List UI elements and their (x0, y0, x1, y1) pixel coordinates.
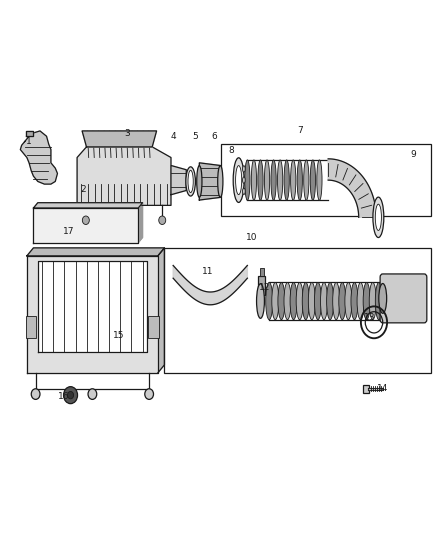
Ellipse shape (297, 160, 302, 200)
Circle shape (145, 389, 153, 399)
Text: 7: 7 (297, 126, 303, 135)
Text: 8: 8 (228, 146, 234, 155)
Polygon shape (158, 248, 164, 373)
Ellipse shape (290, 282, 297, 320)
Ellipse shape (369, 282, 376, 320)
Ellipse shape (243, 188, 245, 195)
Ellipse shape (351, 282, 358, 320)
Text: 3: 3 (124, 129, 130, 138)
Ellipse shape (296, 282, 303, 320)
Ellipse shape (186, 167, 195, 196)
Bar (26, 317, 36, 338)
Ellipse shape (308, 282, 315, 320)
Text: 9: 9 (410, 150, 416, 159)
Ellipse shape (321, 282, 328, 320)
Circle shape (82, 216, 89, 224)
Ellipse shape (317, 160, 322, 200)
Ellipse shape (265, 160, 270, 200)
Text: 5: 5 (192, 132, 198, 141)
Text: 1: 1 (26, 137, 32, 146)
Ellipse shape (302, 282, 309, 320)
Polygon shape (27, 256, 158, 373)
Polygon shape (38, 261, 147, 352)
Polygon shape (171, 165, 186, 195)
Ellipse shape (257, 284, 265, 318)
Ellipse shape (233, 158, 244, 203)
Bar (221, 144, 431, 216)
Ellipse shape (284, 160, 289, 200)
Circle shape (159, 216, 166, 224)
Circle shape (31, 389, 40, 399)
Bar (363, 384, 369, 393)
Polygon shape (199, 163, 220, 200)
Polygon shape (138, 203, 143, 243)
Polygon shape (33, 208, 138, 243)
Text: 10: 10 (246, 233, 258, 242)
Polygon shape (328, 159, 376, 217)
Ellipse shape (272, 282, 279, 320)
Ellipse shape (243, 177, 245, 183)
Ellipse shape (373, 197, 384, 238)
Circle shape (67, 391, 74, 399)
Ellipse shape (278, 160, 283, 200)
Ellipse shape (218, 166, 223, 197)
Bar (258, 276, 265, 295)
Ellipse shape (304, 160, 309, 200)
Polygon shape (27, 248, 164, 256)
Ellipse shape (375, 204, 381, 230)
Text: 6: 6 (212, 132, 218, 141)
Ellipse shape (333, 282, 340, 320)
Polygon shape (82, 131, 156, 147)
Circle shape (88, 389, 97, 399)
Bar (260, 268, 264, 276)
Text: 13: 13 (364, 312, 375, 321)
Ellipse shape (188, 170, 193, 192)
Ellipse shape (379, 284, 387, 313)
Text: 14: 14 (377, 384, 389, 393)
Text: 17: 17 (63, 228, 74, 237)
Ellipse shape (310, 160, 315, 200)
Ellipse shape (339, 282, 346, 320)
Polygon shape (20, 131, 57, 184)
Text: 2: 2 (81, 185, 86, 194)
Ellipse shape (266, 282, 273, 320)
Ellipse shape (327, 282, 334, 320)
Ellipse shape (197, 166, 202, 197)
Text: 4: 4 (170, 132, 176, 141)
Polygon shape (77, 147, 171, 205)
Bar (164, 248, 431, 373)
Polygon shape (26, 131, 33, 136)
FancyBboxPatch shape (380, 274, 427, 323)
Bar (148, 317, 159, 338)
Ellipse shape (251, 160, 257, 200)
Polygon shape (173, 265, 247, 305)
Ellipse shape (245, 160, 250, 200)
Ellipse shape (314, 282, 321, 320)
Ellipse shape (375, 282, 382, 320)
Ellipse shape (271, 160, 276, 200)
Ellipse shape (345, 282, 352, 320)
Ellipse shape (278, 282, 285, 320)
Ellipse shape (290, 160, 296, 200)
Text: 16: 16 (58, 392, 70, 401)
Ellipse shape (381, 282, 389, 320)
Polygon shape (33, 203, 143, 208)
Ellipse shape (357, 282, 364, 320)
Ellipse shape (243, 166, 245, 172)
Ellipse shape (363, 282, 370, 320)
Ellipse shape (236, 166, 242, 195)
Ellipse shape (258, 160, 263, 200)
Text: 15: 15 (113, 331, 124, 340)
Text: 12: 12 (259, 283, 271, 292)
Polygon shape (33, 237, 143, 243)
Text: 11: 11 (202, 268, 214, 276)
Ellipse shape (284, 282, 291, 320)
Circle shape (64, 386, 78, 403)
